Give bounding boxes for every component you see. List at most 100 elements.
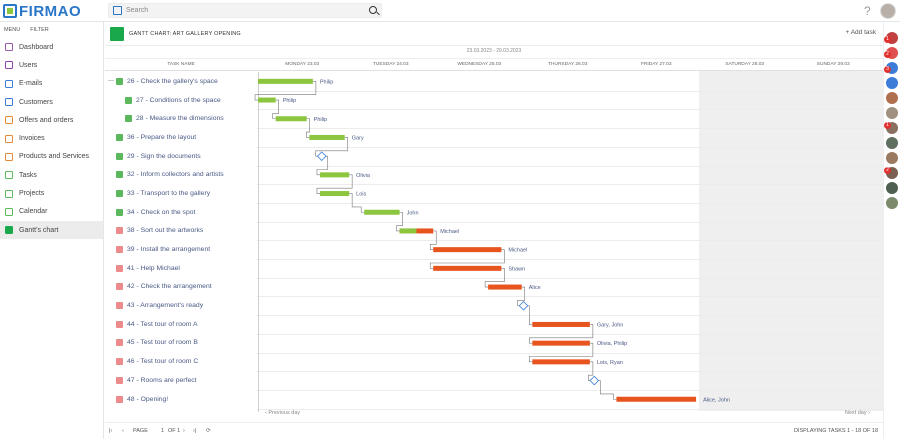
notification-icon[interactable] <box>886 77 898 89</box>
milestone-marker[interactable] <box>316 151 327 161</box>
task-label[interactable]: 39 - Install the arrangement <box>127 246 211 254</box>
next-page-icon[interactable]: › <box>183 428 185 434</box>
task-row[interactable]: 46 - Test tour of room C <box>105 352 257 371</box>
sidebar-item-projects[interactable]: Projects <box>0 184 103 202</box>
task-checkbox[interactable] <box>116 208 123 216</box>
task-checkbox[interactable] <box>116 283 123 291</box>
milestone-marker[interactable] <box>518 300 529 311</box>
task-label[interactable]: 42 - Check the arrangement <box>127 283 212 291</box>
sidebar-item-offers-and-orders[interactable]: Offers and orders <box>0 111 103 129</box>
task-checkbox[interactable] <box>116 395 123 403</box>
task-row[interactable]: 27 - Conditions of the space <box>105 91 257 110</box>
sidebar-item-users[interactable]: Users <box>0 56 103 74</box>
task-row[interactable]: 29 - Sign the documents <box>105 147 257 166</box>
task-label[interactable]: 33 - Transport to the gallery <box>127 189 211 197</box>
task-checkbox[interactable] <box>116 358 123 366</box>
task-bar[interactable] <box>319 191 350 197</box>
first-page-icon[interactable]: |‹ <box>109 428 113 434</box>
task-label[interactable]: 32 - Inform collectors and artists <box>127 171 224 179</box>
search-bar[interactable]: Search <box>108 3 382 18</box>
task-bar[interactable] <box>488 284 522 290</box>
task-label[interactable]: 48 - Opening! <box>127 395 169 403</box>
task-checkbox[interactable] <box>116 246 123 254</box>
task-label[interactable]: 34 - Check on the spot <box>127 208 196 216</box>
task-row[interactable]: 47 - Rooms are perfect <box>105 371 257 390</box>
task-bar[interactable] <box>616 396 697 402</box>
task-label[interactable]: 27 - Conditions of the space <box>136 96 221 104</box>
task-row[interactable]: 34 - Check on the spot <box>105 203 257 222</box>
page-input[interactable]: 1 <box>161 428 165 434</box>
sidebar-item-products-and-services[interactable]: Products and Services <box>0 148 103 166</box>
milestone-marker[interactable] <box>589 375 600 386</box>
task-bar[interactable] <box>275 116 307 122</box>
next-day-button[interactable]: Next day › <box>844 410 870 416</box>
task-row[interactable]: — 26 - Check the gallery's space <box>105 72 257 91</box>
task-row[interactable]: 45 - Test tour of room B <box>105 334 257 353</box>
task-row[interactable]: 41 - Help Michael <box>105 259 257 278</box>
contact-avatar[interactable] <box>886 137 898 149</box>
task-label[interactable]: 29 - Sign the documents <box>127 152 201 160</box>
contact-avatar[interactable] <box>886 197 898 209</box>
sidebar-item-customers[interactable]: Customers <box>0 93 103 111</box>
task-row[interactable]: 32 - Inform collectors and artists <box>105 165 257 184</box>
task-bar[interactable] <box>532 321 590 327</box>
task-checkbox[interactable] <box>116 133 123 141</box>
contact-avatar[interactable] <box>886 107 898 119</box>
app-logo[interactable]: FIRMAO <box>3 3 81 20</box>
task-row[interactable]: 33 - Transport to the gallery <box>105 184 257 203</box>
search-input[interactable]: Search <box>126 7 149 14</box>
refresh-icon[interactable]: ⟳ <box>206 428 211 434</box>
search-scope-icon[interactable] <box>113 6 122 15</box>
previous-day-button[interactable]: ‹ Previous day <box>265 410 301 416</box>
task-bar[interactable] <box>364 209 400 215</box>
task-checkbox[interactable] <box>125 96 132 104</box>
task-label[interactable]: 38 - Sort out the artworks <box>127 227 204 235</box>
contact-avatar[interactable] <box>886 92 898 104</box>
prev-page-icon[interactable]: ‹ <box>122 428 124 434</box>
add-task-button[interactable]: + Add task <box>845 29 876 36</box>
task-row[interactable]: 36 - Prepare the layout <box>105 128 257 147</box>
task-label[interactable]: 41 - Help Michael <box>127 264 180 272</box>
task-bar[interactable] <box>433 265 502 271</box>
sidebar-item-dashboard[interactable]: Dashboard <box>0 38 103 56</box>
task-label[interactable]: 36 - Prepare the layout <box>127 133 197 141</box>
sidebar-item-tasks[interactable]: Tasks <box>0 166 103 184</box>
help-icon[interactable]: ? <box>864 4 871 18</box>
user-avatar[interactable] <box>880 3 896 19</box>
task-checkbox[interactable] <box>116 376 123 384</box>
task-checkbox[interactable] <box>116 77 123 85</box>
task-row[interactable]: 38 - Sort out the artworks <box>105 222 257 241</box>
task-checkbox[interactable] <box>116 302 123 310</box>
task-row[interactable]: 43 - Arrangement's ready <box>105 296 257 315</box>
task-row[interactable]: 42 - Check the arrangement <box>105 278 257 297</box>
task-bar[interactable] <box>433 247 502 253</box>
collapse-icon[interactable]: — <box>108 78 114 85</box>
task-bar[interactable] <box>532 340 590 346</box>
sidebar-item-invoices[interactable]: Invoices <box>0 129 103 147</box>
sidebar-item-gantt-s-chart[interactable]: Gantt's chart <box>0 220 103 240</box>
sidebar-item-e-mails[interactable]: E-mails <box>0 75 103 93</box>
task-checkbox[interactable] <box>116 152 123 160</box>
contact-avatar[interactable] <box>886 152 898 164</box>
task-bar[interactable] <box>532 359 590 365</box>
task-bar[interactable] <box>319 172 350 178</box>
filter-toggle[interactable]: FILTER <box>30 27 49 33</box>
task-label[interactable]: 43 - Arrangement's ready <box>127 302 204 310</box>
task-checkbox[interactable] <box>116 264 123 272</box>
task-label[interactable]: 28 - Measure the dimensions <box>136 115 224 123</box>
search-icon[interactable] <box>369 6 377 14</box>
task-bar[interactable] <box>258 97 276 103</box>
task-checkbox[interactable] <box>116 189 123 197</box>
contact-avatar[interactable] <box>886 182 898 194</box>
task-row[interactable]: 44 - Test tour of room A <box>105 315 257 334</box>
task-label[interactable]: 26 - Check the gallery's space <box>127 77 218 85</box>
task-checkbox[interactable] <box>125 115 132 123</box>
task-checkbox[interactable] <box>116 171 123 179</box>
task-label[interactable]: 44 - Test tour of room A <box>127 320 198 328</box>
task-list-divider[interactable] <box>258 72 259 412</box>
task-row[interactable]: 28 - Measure the dimensions <box>105 109 257 128</box>
task-bar[interactable] <box>309 134 345 140</box>
task-label[interactable]: 46 - Test tour of room C <box>127 358 199 366</box>
task-checkbox[interactable] <box>116 339 123 347</box>
task-bar[interactable] <box>258 78 313 84</box>
